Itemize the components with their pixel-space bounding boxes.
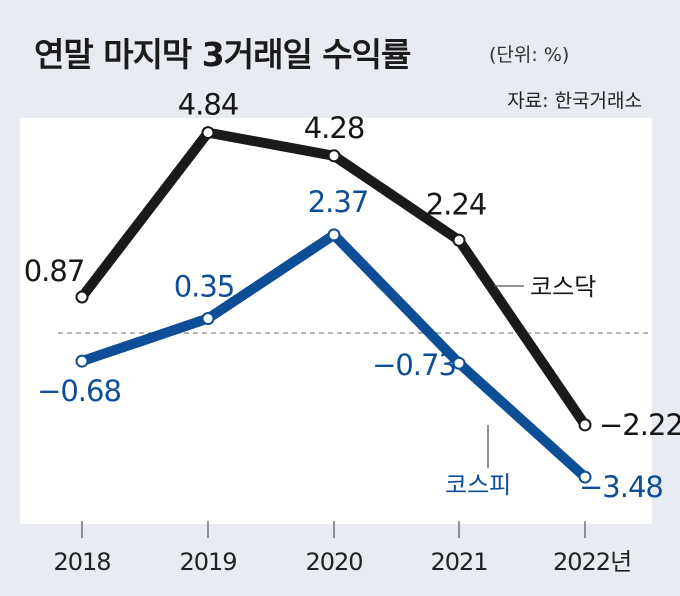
point-kosdaq-0 [75, 290, 89, 304]
plot-area [20, 118, 652, 524]
source-label: 자료: 한국거래소 [507, 90, 642, 112]
point-kospi-4 [578, 470, 592, 484]
point-kosdaq-2 [327, 149, 341, 163]
series-name-kosdaq: 코스닥 [530, 273, 596, 301]
point-kosdaq-3 [452, 233, 466, 247]
value-label-kospi-2: 2.37 [308, 185, 369, 219]
x-tick-label-3: 2021 [430, 548, 487, 576]
value-label-kospi-4: −3.48 [579, 470, 663, 504]
point-kospi-3 [452, 356, 466, 370]
value-label-kospi-0: −0.68 [37, 374, 121, 408]
x-tick-label-0: 2018 [53, 548, 110, 576]
point-kospi-0 [75, 354, 89, 368]
value-label-kosdaq-3: 2.24 [426, 187, 487, 221]
value-label-kospi-3: −0.73 [372, 348, 456, 382]
value-label-kospi-1: 0.35 [174, 270, 235, 304]
point-kospi-1 [201, 312, 215, 326]
value-label-kosdaq-4: −2.22 [599, 408, 680, 442]
x-tick-label-2: 2020 [305, 548, 362, 576]
value-label-kosdaq-0: 0.87 [24, 254, 85, 288]
point-kosdaq-4 [578, 418, 592, 432]
value-label-kosdaq-2: 4.28 [304, 111, 365, 145]
series-name-kospi: 코스피 [445, 471, 511, 499]
x-tick-label-1: 2019 [179, 548, 236, 576]
x-tick-label-4: 2022년 [553, 548, 631, 576]
chart-title: 연말 마지막 3거래일 수익률 [34, 35, 411, 74]
point-kospi-2 [327, 228, 341, 242]
value-label-kosdaq-1: 4.84 [178, 88, 239, 122]
unit-label: (단위: %) [489, 44, 570, 66]
point-kosdaq-1 [201, 126, 215, 140]
